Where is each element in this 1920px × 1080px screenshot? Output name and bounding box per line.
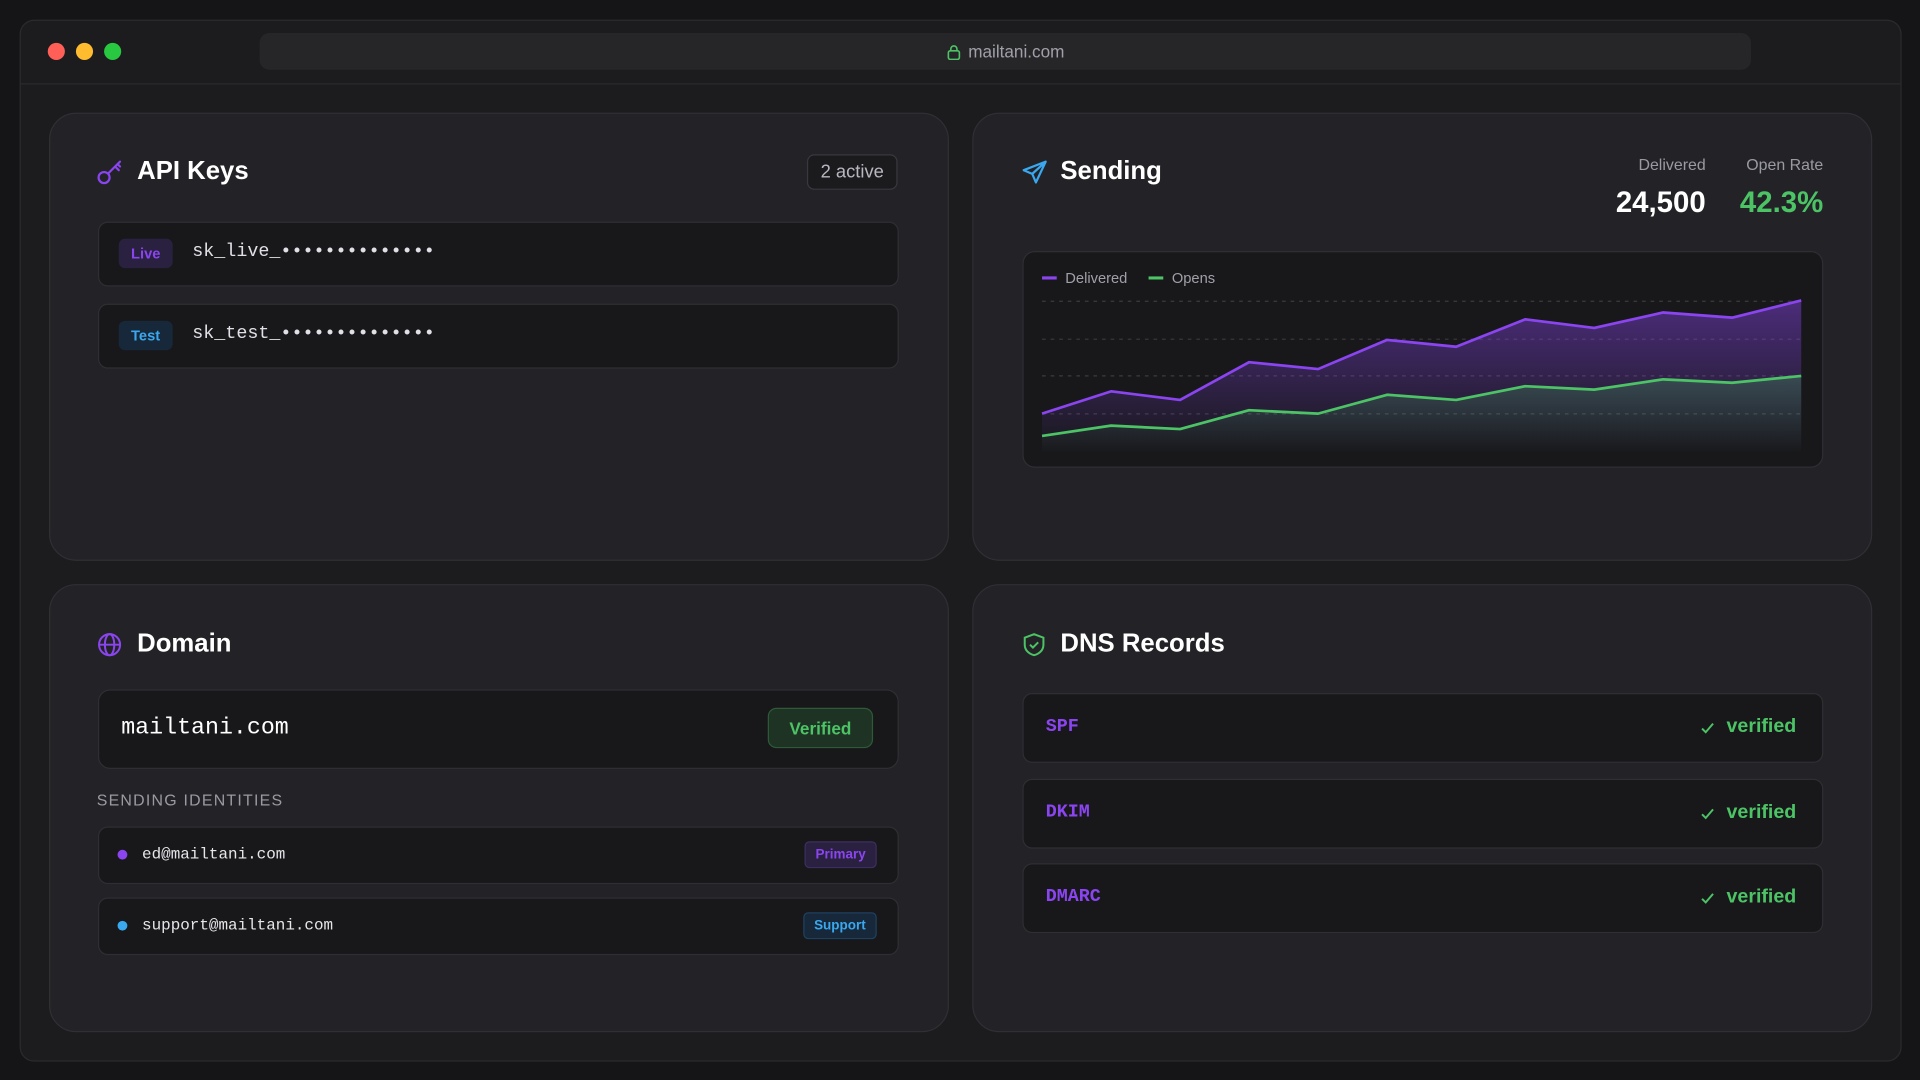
card-title: Domain [137, 629, 232, 658]
send-icon [1022, 160, 1047, 184]
record-type: DMARC [1045, 886, 1101, 908]
identity-dot [117, 920, 128, 931]
card-title: API Keys [137, 156, 249, 185]
minimize-button[interactable] [75, 42, 94, 61]
line [1041, 299, 1802, 415]
record-status: verified [1726, 801, 1797, 823]
url: mailtani.com [968, 41, 1065, 62]
line-chart: Delivered Opens [1041, 271, 1802, 454]
count-badge: 2 active [806, 154, 898, 190]
area [1042, 375, 1802, 454]
identity-dot [117, 849, 128, 860]
card-title: DNS Records [1060, 629, 1225, 658]
card-title: Sending [1060, 156, 1162, 185]
key-row[interactable] [97, 303, 899, 369]
stat-value: 24,500 [1615, 186, 1706, 220]
identity-email: support@mailtani.com [142, 915, 334, 935]
identity-email: ed@mailtani.com [142, 844, 286, 864]
line [1041, 374, 1802, 438]
api-key: sk_live_•••••••••••••• [192, 241, 435, 263]
stat-value: 42.3% [1739, 186, 1824, 220]
identity-tag: Support [803, 912, 877, 940]
lock-icon [947, 44, 960, 60]
stat-label: Open Rate [1746, 155, 1824, 174]
identity-tag: Primary [804, 841, 877, 869]
check-icon [1700, 890, 1716, 906]
identity-row[interactable] [97, 897, 899, 956]
globe-icon [98, 633, 122, 657]
key-icon [97, 160, 122, 185]
shield-icon [1023, 633, 1045, 657]
title-bar-border [19, 83, 1901, 85]
domain-row [97, 689, 899, 769]
record-type: DKIM [1045, 801, 1090, 823]
identity-row[interactable] [97, 826, 899, 885]
key-row[interactable] [97, 221, 899, 287]
legend-label: Delivered [1065, 271, 1127, 287]
api-key: sk_test_•••••••••••••• [192, 323, 435, 345]
check-icon [1700, 805, 1716, 821]
domain-name: mailtani.com [121, 713, 289, 741]
dns-row[interactable] [1022, 863, 1824, 934]
record-status: verified [1726, 886, 1797, 908]
section-label: SENDING IDENTITIES [96, 791, 284, 810]
stat-label: Delivered [1638, 155, 1706, 174]
env-tag: Test [118, 320, 173, 351]
address-bar[interactable]: mailtani.com [259, 33, 1752, 70]
record-type: SPF [1045, 716, 1079, 738]
maximize-button[interactable] [104, 42, 122, 61]
domain-card [48, 584, 949, 1033]
close-button[interactable] [47, 42, 65, 61]
check-icon [1700, 720, 1716, 736]
env-tag: Live [118, 238, 173, 269]
legend-label: Opens [1172, 271, 1215, 287]
status-badge: Verified [767, 707, 874, 749]
record-status: verified [1726, 716, 1797, 738]
dns-row[interactable] [1022, 693, 1824, 763]
dns-row[interactable] [1022, 778, 1824, 848]
